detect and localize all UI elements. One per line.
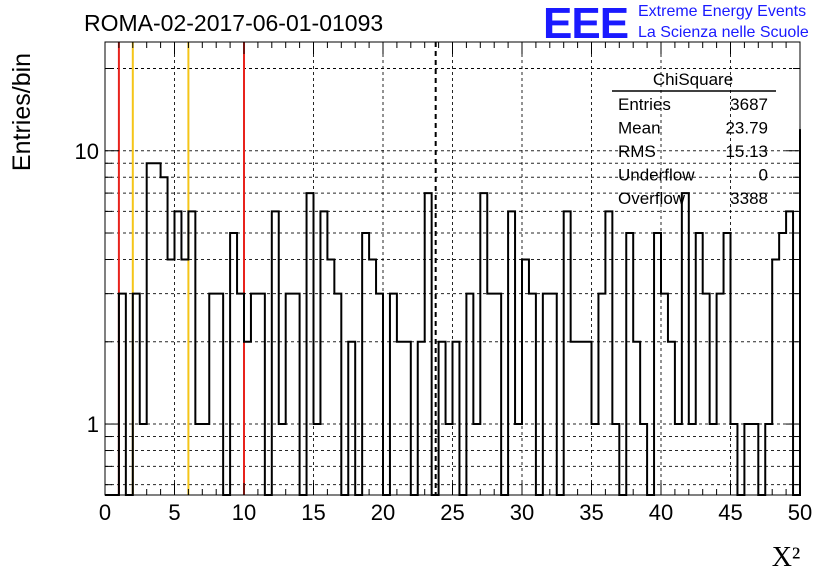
axis-ticks [104, 42, 801, 495]
stats-rms-value: 15.13 [725, 142, 768, 161]
stats-entries-label: Entries [618, 95, 671, 114]
stats-underflow-label: Underflow [618, 166, 695, 185]
stats-box: ChiSquare Entries 3687 Mean 23.79 RMS 15.13 Un… [612, 70, 776, 208]
x-tick-label: 35 [579, 500, 603, 525]
marker-lines [117, 42, 437, 495]
x-tick-label: 10 [232, 500, 256, 525]
org-name-line1: Extreme Energy Events [638, 3, 807, 20]
stats-title: ChiSquare [653, 70, 733, 89]
x-tick-label: 30 [510, 500, 534, 525]
histogram-series [105, 129, 801, 496]
x-tick-labels: 0 5 10 15 20 25 30 35 40 45 50 [99, 500, 812, 525]
stats-underflow-value: 0 [759, 166, 768, 185]
x-tick-label: 40 [649, 500, 673, 525]
stats-overflow-label: Overflow [618, 189, 686, 208]
chart-title: ROMA-02-2017-06-01-01093 [84, 10, 384, 36]
y-tick-label: 1 [87, 412, 99, 437]
stats-entries-value: 3687 [730, 95, 768, 114]
stats-overflow-value: 3388 [730, 189, 768, 208]
grid [105, 42, 800, 495]
stats-mean-value: 23.79 [725, 119, 768, 138]
x-tick-label: 0 [99, 500, 111, 525]
org-name-line2: La Scienza nelle Scuole [638, 24, 809, 41]
x-tick-label: 20 [371, 500, 395, 525]
x-tick-label: 50 [788, 500, 812, 525]
stats-mean-label: Mean [618, 119, 661, 138]
x-tick-label: 25 [440, 500, 464, 525]
stats-rms-label: RMS [618, 142, 656, 161]
y-axis-label: Entries/bin [8, 53, 36, 171]
eee-logo: EEE [543, 0, 629, 48]
x-axis-label: X² [772, 542, 801, 572]
x-tick-label: 5 [168, 500, 180, 525]
y-tick-labels: 1 10 [75, 139, 99, 437]
x-tick-label: 45 [718, 500, 742, 525]
y-tick-label: 10 [75, 139, 99, 164]
x-tick-label: 15 [301, 500, 325, 525]
